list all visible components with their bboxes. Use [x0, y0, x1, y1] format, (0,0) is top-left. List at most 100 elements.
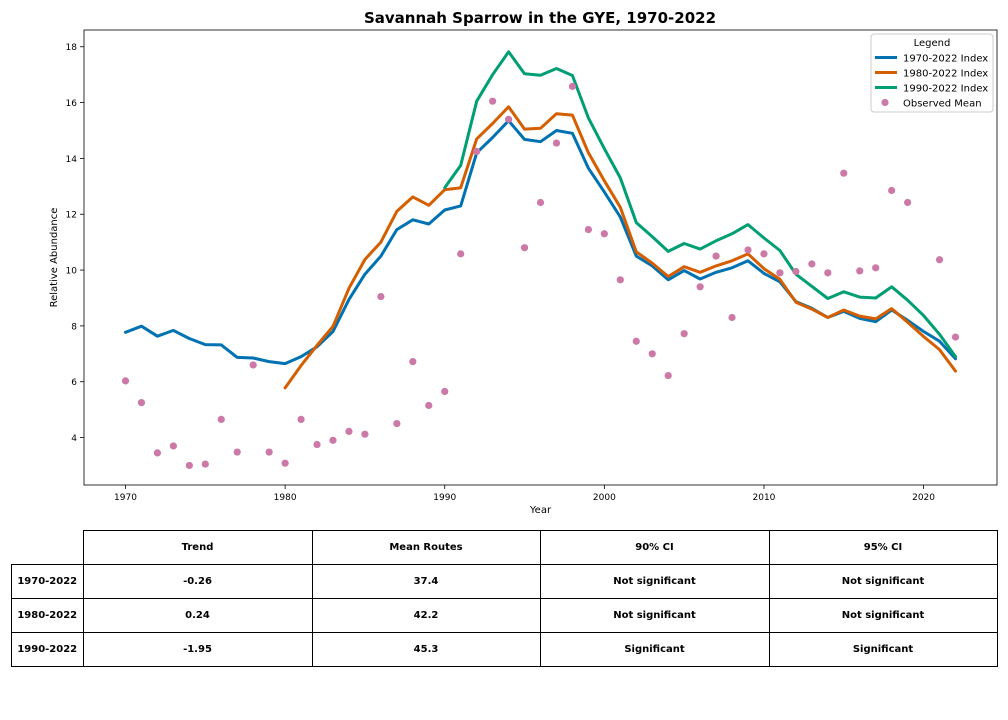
y-tick-label: 10 [66, 267, 78, 277]
table-cell: 45.3 [311, 632, 541, 667]
y-tick-label: 6 [71, 378, 77, 388]
column-header: Trend [82, 530, 313, 565]
observed-mean-point [153, 449, 162, 457]
table-cell: Significant [539, 632, 770, 667]
observed-mean-point [393, 419, 401, 428]
y-tick-label: 16 [66, 99, 78, 109]
observed-mean-point [856, 267, 864, 275]
chart-title: Savannah Sparrow in the GYE, 1970-2022 [364, 9, 716, 27]
chart: Savannah Sparrow in the GYE, 1970-2022 1… [49, 9, 998, 516]
table-cell: 0.24 [82, 598, 313, 633]
table-row: 1990-2022 -1.95 45.3 Significant Signifi… [11, 632, 998, 667]
table-row: 1970-2022 -0.26 37.4 Not significant Not… [11, 564, 998, 599]
observed-mean-point [457, 250, 465, 258]
observed-mean-point [808, 260, 816, 268]
observed-mean-point [520, 244, 529, 252]
observed-mean-point [776, 269, 784, 277]
observed-mean-point [441, 387, 449, 396]
y-tick-label: 18 [66, 43, 78, 53]
legend-label: Observed Mean [903, 99, 982, 110]
table-corner [11, 530, 84, 565]
observed-mean-point [888, 186, 896, 195]
observed-mean-point [840, 169, 848, 177]
legend-label: 1990-2022 Index [903, 84, 988, 95]
series-line-2 [283, 105, 957, 390]
table-cell: Not significant [539, 598, 770, 633]
legend-title: Legend [914, 38, 951, 49]
plot-area [83, 29, 998, 486]
row-header: 1990-2022 [11, 632, 84, 667]
observed-mean-point [121, 377, 130, 385]
observed-mean-point [169, 442, 177, 450]
observed-mean-point [664, 371, 672, 380]
observed-mean-point [536, 198, 545, 207]
observed-mean-point [185, 461, 193, 470]
table-cell: -1.95 [82, 632, 313, 667]
x-tick-label: 1970 [114, 493, 137, 503]
observed-mean-point [648, 350, 656, 358]
observed-mean-point [217, 415, 225, 424]
x-tick-label: 2020 [912, 493, 935, 503]
table-cell: -0.26 [82, 564, 313, 599]
observed-mean-point [361, 430, 369, 438]
observed-mean-point [137, 399, 146, 407]
series-layer [121, 50, 960, 470]
column-header: 95% CI [768, 530, 998, 565]
observed-mean-point [872, 264, 880, 272]
table-cell: Not significant [539, 564, 770, 599]
observed-mean-point [728, 313, 736, 322]
x-tick-label: 2010 [753, 493, 776, 503]
column-header: 90% CI [539, 530, 770, 565]
observed-mean-point [552, 139, 561, 147]
observed-mean-point [489, 97, 497, 105]
x-axis-label: Year [529, 505, 552, 516]
observed-mean-point [600, 230, 608, 238]
observed-mean-point [616, 276, 624, 284]
series-line-3 [443, 50, 957, 359]
legend-entries: 1970-2022 Index 1980-2022 Index 1990-2022 … [875, 54, 988, 110]
observed-mean-point [904, 198, 912, 207]
observed-mean-point [824, 269, 832, 277]
observed-mean-point [329, 436, 337, 444]
x-tick-label: 1980 [274, 493, 297, 503]
table-row: 1980-2022 0.24 42.2 Not significant Not … [11, 598, 998, 633]
y-tick-label: 8 [71, 322, 77, 332]
x-axis: 1970 1980 1990 2000 2010 2020 [114, 485, 935, 503]
y-tick-label: 4 [71, 434, 77, 444]
observed-mean-point [696, 283, 704, 291]
observed-mean-point [345, 427, 353, 436]
observed-mean-point [425, 401, 433, 410]
legend-label: 1980-2022 Index [903, 69, 988, 80]
legend-marker [881, 98, 889, 107]
y-tick-label: 12 [66, 211, 77, 221]
x-tick-label: 1990 [433, 493, 456, 503]
observed-mean-point [632, 337, 640, 345]
observed-mean-point [680, 330, 688, 338]
observed-mean-point [313, 440, 321, 449]
y-axis-label: Relative Abundance [49, 208, 60, 308]
series-line-1 [124, 119, 957, 366]
legend: Legend 1970-2022 Index 1980-2022 Index 199… [870, 33, 994, 113]
observed-mean-point [792, 267, 800, 276]
column-header: Mean Routes [311, 530, 541, 565]
observed-mean-point [249, 361, 257, 369]
legend-box [870, 33, 994, 113]
observed-mean-point [584, 225, 592, 234]
observed-mean-point [201, 460, 209, 468]
stats-table: Trend Mean Routes 90% CI 95% CI 1970-202… [11, 530, 998, 667]
table-header-row: Trend Mean Routes 90% CI 95% CI [11, 530, 998, 565]
x-tick-label: 2000 [593, 493, 616, 503]
legend-label: 1970-2022 Index [903, 54, 988, 65]
table-cell: 42.2 [311, 598, 541, 633]
observed-mean-point [377, 292, 385, 301]
observed-mean-point [951, 333, 960, 341]
row-header: 1980-2022 [11, 598, 84, 633]
observed-mean-point [504, 115, 513, 123]
row-header: 1970-2022 [11, 564, 84, 599]
observed-mean-point [712, 252, 720, 260]
table-cell: 37.4 [311, 564, 541, 599]
observed-mean-point [265, 448, 273, 456]
observed-mean-point [935, 256, 944, 264]
table-cell: Significant [768, 632, 998, 667]
observed-mean-point [409, 358, 417, 366]
